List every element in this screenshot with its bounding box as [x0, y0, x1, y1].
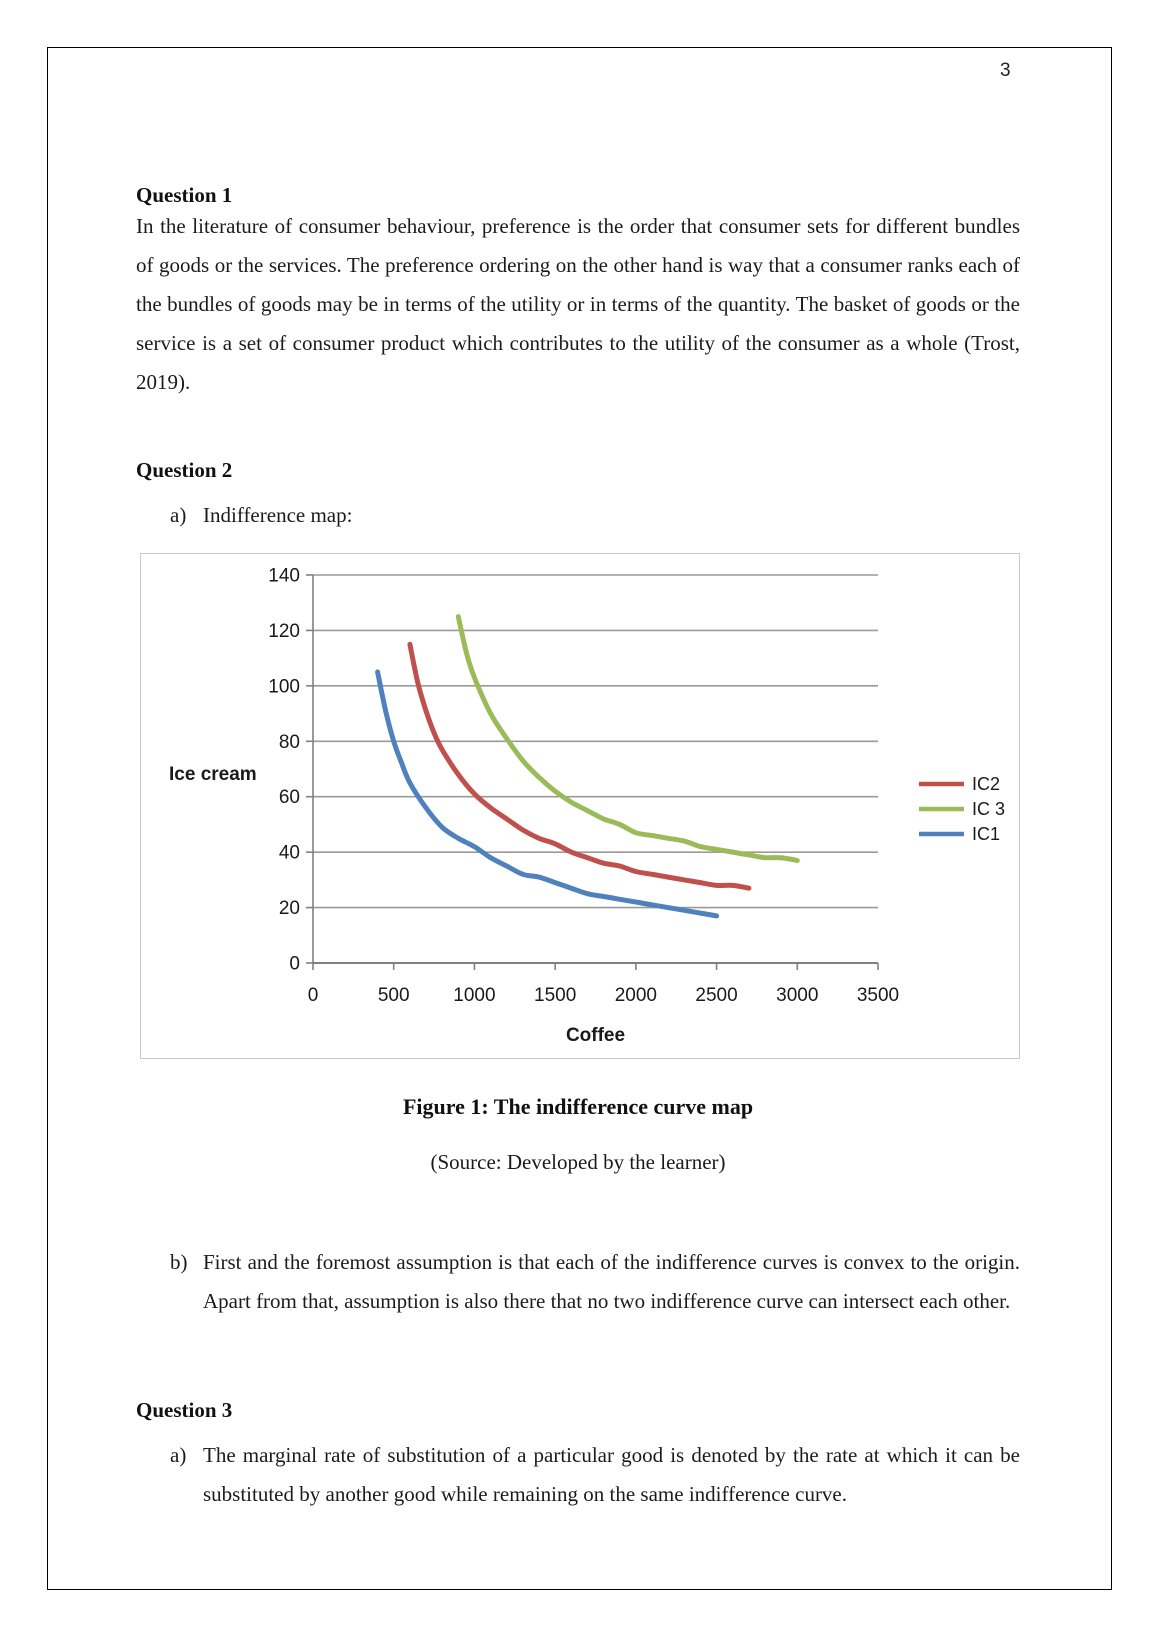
question2-heading: Question 2	[136, 458, 233, 482]
x-tick-label: 0	[308, 985, 319, 1006]
x-tick-label: 500	[378, 985, 410, 1006]
y-tick-label: 140	[268, 566, 300, 587]
indifference-chart-svg: 0 20 40 60 80 100 120 140 0 500 1000 1500 2000 2500 30…	[169, 566, 1005, 1047]
y-tick-label: 120	[268, 621, 300, 642]
y-tick-label: 40	[279, 843, 300, 864]
figure-caption: Figure 1: The indifference curve map	[402, 1094, 754, 1119]
legend-label-IC2: IC2	[972, 774, 1000, 794]
y-tick-label: 60	[279, 787, 300, 808]
y-axis-title: Ice cream	[169, 764, 257, 785]
page-number: 3	[1000, 60, 1011, 81]
y-tick-label: 20	[279, 898, 300, 919]
question3-item-a: a) The marginal rate of substitution of …	[136, 1436, 1020, 1514]
item-a-marker: a)	[170, 503, 187, 527]
x-tick-label: 2000	[615, 985, 657, 1006]
y-tick-label: 0	[289, 954, 300, 975]
x-tick-label: 3000	[776, 985, 818, 1006]
legend-label-IC3: IC 3	[972, 799, 1005, 819]
curve-IC2	[407, 641, 752, 891]
x-axis-title: Coffee	[566, 1025, 625, 1046]
question1-heading: Question 1	[136, 183, 233, 207]
q3-item-a-text: The marginal rate of substitution of a p…	[203, 1443, 1020, 1506]
x-tick-label: 1500	[534, 985, 576, 1006]
legend-label-IC1: IC1	[972, 824, 1000, 844]
x-tick-label: 1000	[453, 985, 495, 1006]
x-tick-label: 2500	[695, 985, 737, 1006]
question2-item-a: a) Indifference map:	[136, 496, 1020, 535]
question3-heading: Question 3	[136, 1398, 233, 1422]
y-tick-label: 100	[268, 676, 300, 697]
item-b-marker: b)	[170, 1250, 188, 1274]
figure-source: (Source: Developed by the learner)	[430, 1150, 726, 1174]
x-tick-label: 3500	[857, 985, 899, 1006]
indifference-chart: 0 20 40 60 80 100 120 140 0 500 1000 1500 2000 2500 30…	[140, 553, 1020, 1059]
page-border	[47, 47, 1112, 1590]
y-tick-label: 80	[279, 732, 300, 753]
question1-paragraph: In the literature of consumer behaviour,…	[136, 214, 1020, 394]
curve-IC3	[455, 614, 800, 863]
item-a-text: Indifference map:	[203, 503, 353, 527]
q3-item-a-marker: a)	[170, 1443, 187, 1467]
question2-item-b: b) First and the foremost assumption is …	[136, 1243, 1020, 1321]
curve-IC1	[375, 669, 720, 919]
item-b-text: First and the foremost assumption is tha…	[203, 1250, 1020, 1313]
